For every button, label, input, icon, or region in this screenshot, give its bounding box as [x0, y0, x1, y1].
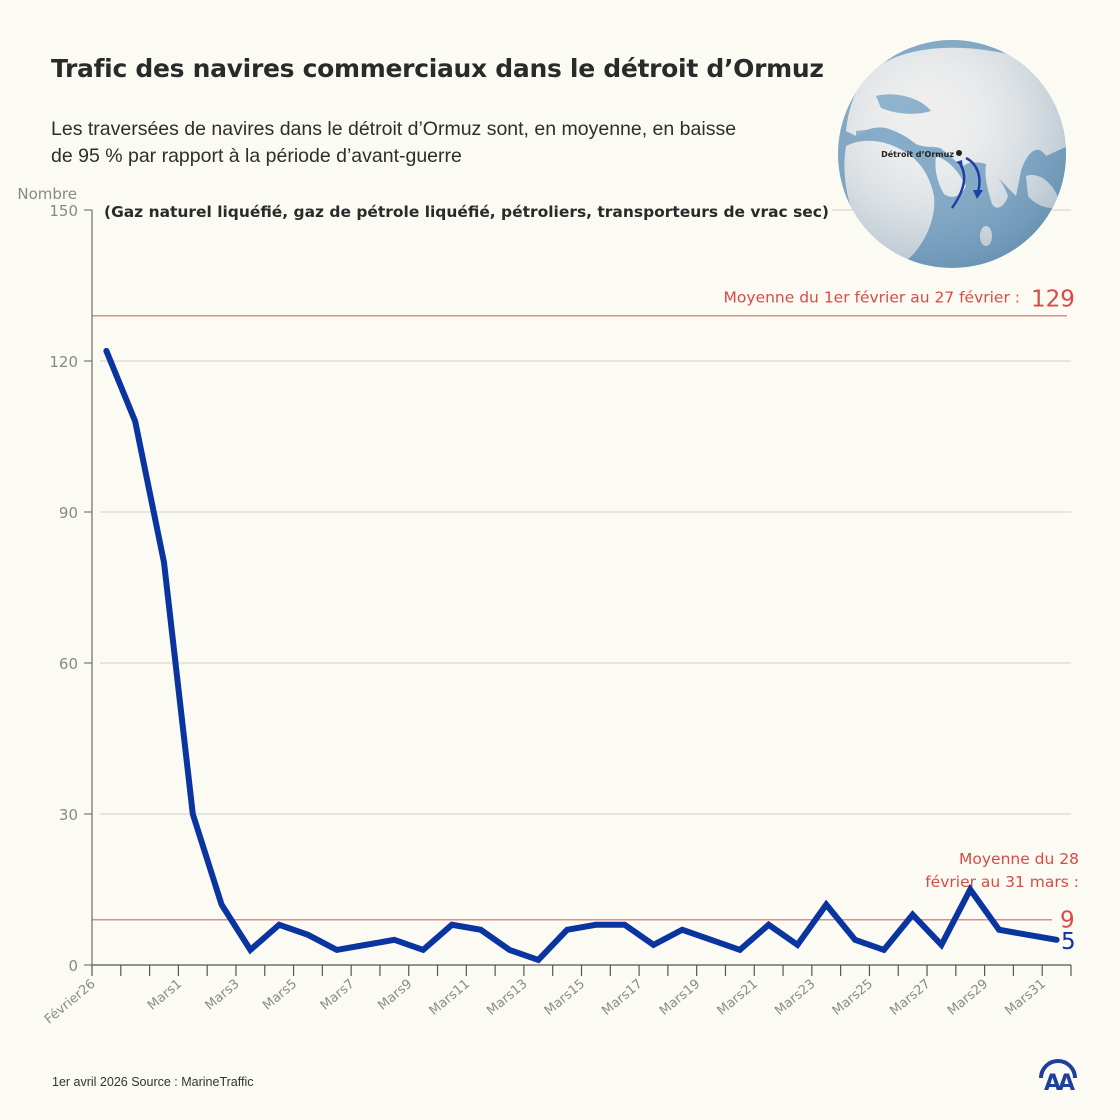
reference-lines: Moyenne du 1er février au 27 février : 1…: [92, 287, 1079, 934]
x-tick-label: Mars25: [830, 977, 876, 1019]
x-axis: Février26 Mars1 Mars3 Mars5 Mars7 Mars9 Mars11…: [42, 964, 1072, 1028]
hormuz-marker: [956, 150, 962, 156]
annotation-background: [100, 198, 832, 224]
x-tick-label: Mars15: [542, 977, 588, 1019]
logo-text: AA: [1044, 1071, 1075, 1092]
globe-map: Détroit d’Ormuz: [838, 40, 1066, 268]
x-tick-label: Mars29: [945, 977, 991, 1019]
x-tick-label: Mars11: [427, 977, 473, 1019]
x-tick-label: Mars3: [203, 977, 243, 1014]
chart-annotation: (Gaz naturel liquéfié, gaz de pétrole li…: [104, 203, 829, 221]
chart-title: Trafic des navires commerciaux dans le d…: [51, 54, 824, 83]
x-tick-label: Mars5: [260, 977, 300, 1014]
x-tick-label: Mars31: [1002, 977, 1048, 1019]
x-tick-label: Février26: [42, 977, 99, 1028]
reference-value-wartime: 9: [1060, 908, 1075, 934]
y-tick-label: 0: [68, 957, 78, 975]
y-axis: 0 30 60 90 120 150: [49, 202, 93, 975]
y-tick-label: 60: [59, 655, 78, 673]
x-tick-label: Mars1: [145, 977, 185, 1014]
x-tick-label: Mars23: [772, 977, 818, 1019]
y-tick-label: 150: [49, 202, 78, 220]
y-tick-label: 30: [59, 806, 78, 824]
x-tick-label: Mars17: [599, 977, 645, 1019]
x-tick-label: Mars13: [484, 977, 530, 1019]
chart-subtitle: Les traversées de navires dans le détroi…: [51, 118, 737, 167]
inbound-arrow-icon: [950, 163, 966, 209]
hormuz-label: Détroit d’Ormuz: [881, 149, 954, 159]
x-tick-label: Mars7: [318, 977, 358, 1014]
outbound-arrow-icon: [965, 156, 981, 193]
x-tick-label: Mars9: [375, 977, 415, 1014]
reference-label-wartime-line2: février au 31 mars :: [925, 873, 1079, 891]
y-axis-label: Nombre: [17, 185, 77, 203]
source-note: 1er avril 2026 Source : MarineTraffic: [52, 1075, 254, 1089]
y-tick-label: 120: [49, 353, 78, 371]
series-end-label: 5: [1061, 929, 1076, 955]
series-line: [103, 347, 1060, 964]
series-traversees: [103, 347, 1060, 964]
reference-label-wartime-line1: Moyenne du 28: [959, 850, 1079, 868]
x-tick-label: Mars21: [715, 977, 761, 1019]
x-tick-label: Mars19: [657, 977, 703, 1019]
reference-label-prewar: Moyenne du 1er février au 27 février :: [724, 289, 1020, 307]
reference-value-prewar: 129: [1031, 287, 1075, 313]
x-tick-label: Mars27: [887, 977, 933, 1019]
y-tick-label: 90: [59, 504, 78, 522]
aa-logo: AA: [1039, 1059, 1078, 1092]
